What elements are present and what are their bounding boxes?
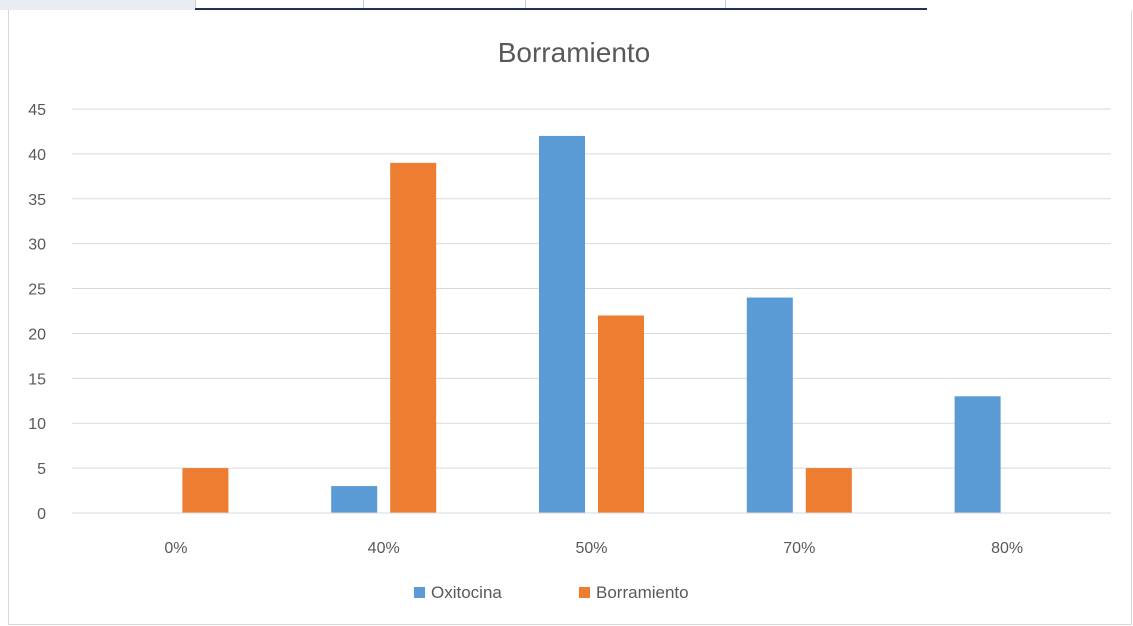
y-tick-label: 45 <box>28 102 46 119</box>
bar-oxitocina-70pct <box>746 297 793 513</box>
bar-oxitocina-40pct <box>331 486 378 513</box>
y-axis: 0 5 10 15 20 25 30 35 40 45 <box>28 102 46 523</box>
chart-frame <box>8 10 1132 625</box>
legend-label-oxitocina: Oxitocina <box>431 583 502 602</box>
y-tick-label: 0 <box>37 506 46 523</box>
y-tick-label: 5 <box>37 461 46 478</box>
window-top-strip <box>0 0 1133 10</box>
y-tick-label: 30 <box>28 237 46 254</box>
bars <box>182 135 1001 513</box>
top-strip-divider <box>363 0 364 8</box>
y-tick-label: 15 <box>28 371 46 388</box>
y-tick-label: 20 <box>28 326 46 343</box>
x-tick-label: 50% <box>575 540 607 557</box>
top-strip-light-segment <box>0 0 195 10</box>
legend-label-borramiento: Borramiento <box>596 583 689 602</box>
bar-borramiento-0pct <box>182 468 229 513</box>
y-tick-label: 40 <box>28 147 46 164</box>
gridlines <box>72 108 1111 514</box>
x-tick-label: 40% <box>368 540 400 557</box>
top-strip-divider <box>725 0 726 8</box>
bar-borramiento-70pct <box>805 468 852 513</box>
y-tick-label: 10 <box>28 416 46 433</box>
bar-oxitocina-50pct <box>539 135 585 513</box>
legend: Oxitocina Borramiento <box>414 583 689 602</box>
legend-swatch-oxitocina <box>414 587 425 598</box>
x-tick-label: 70% <box>783 540 815 557</box>
bar-oxitocina-80pct <box>954 396 1001 513</box>
x-axis: 0% 40% 50% 70% 80% <box>72 512 1111 557</box>
x-tick-label: 80% <box>991 540 1023 557</box>
legend-swatch-borramiento <box>579 587 590 598</box>
y-tick-label: 35 <box>28 192 46 209</box>
chart-title: Borramiento <box>498 37 651 68</box>
top-strip-dark-underline <box>195 8 927 10</box>
bar-borramiento-40pct <box>390 162 437 513</box>
top-strip-divider <box>195 0 196 8</box>
y-tick-label: 25 <box>28 282 46 299</box>
top-strip-divider <box>525 0 526 8</box>
bar-borramiento-50pct <box>598 315 644 513</box>
x-tick-label: 0% <box>164 540 187 557</box>
